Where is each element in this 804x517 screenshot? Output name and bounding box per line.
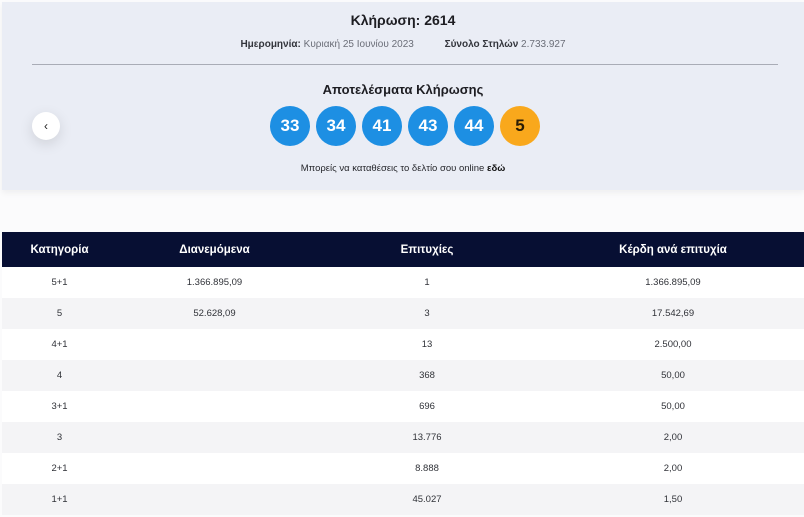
- prize-table: Κατηγορία Διανεμόμενα Επιτυχίες Κέρδη αν…: [2, 232, 804, 515]
- table-row: 5 52.628,09 3 17.542,69: [2, 298, 804, 329]
- table-header: Κατηγορία Διανεμόμενα Επιτυχίες Κέρδη αν…: [2, 232, 804, 267]
- online-note-text: Μπορείς να καταθέσεις το δελτίο σου onli…: [300, 163, 485, 174]
- draw-panel: Κλήρωση: 2614 Ημερομηνία: Κυριακή 25 Ιου…: [2, 2, 804, 190]
- number-ball: 41: [362, 106, 402, 146]
- cell-winners: 368: [419, 370, 435, 381]
- table-body: 5+1 1.366.895,09 1 1.366.895,09 5 52.628…: [2, 267, 804, 515]
- cell-prize: 17.542,69: [651, 308, 695, 319]
- draw-columns: Σύνολο Στηλών 2.733.927: [445, 39, 566, 50]
- cell-winners: 1: [424, 277, 430, 288]
- cell-category: 5+1: [51, 277, 68, 288]
- cell-category: 3: [56, 432, 63, 443]
- results-title: Αποτελέσματα Κλήρωσης: [322, 82, 484, 97]
- number-ball: 34: [316, 106, 356, 146]
- cell-category: 2+1: [51, 463, 68, 474]
- table-row: 3+1 696 50,00: [2, 391, 804, 422]
- draw-columns-label: Σύνολο Στηλών: [444, 39, 519, 50]
- cell-category: 5: [56, 308, 63, 319]
- cell-category: 1+1: [51, 494, 68, 505]
- cell-prize: 50,00: [661, 401, 685, 412]
- header-distributed: Διανεμόμενα: [179, 243, 250, 256]
- table-row: 5+1 1.366.895,09 1 1.366.895,09: [2, 267, 804, 298]
- online-note: Μπορείς να καταθέσεις το δελτίο σου onli…: [2, 163, 804, 174]
- chevron-left-icon: ‹: [44, 119, 48, 133]
- winning-numbers: 33 34 41 43 44 5: [270, 106, 540, 146]
- number-ball: 44: [454, 106, 494, 146]
- number-ball: 43: [408, 106, 448, 146]
- draw-date: Ημερομηνία: Κυριακή 25 Ιουνίου 2023: [240, 39, 413, 50]
- cell-prize: 2,00: [663, 463, 683, 474]
- cell-winners: 13: [421, 339, 433, 350]
- table-row: 4 368 50,00: [2, 360, 804, 391]
- cell-prize: 1.366.895,09: [645, 277, 701, 288]
- draw-date-value: Κυριακή 25 Ιουνίου 2023: [303, 39, 414, 50]
- draw-date-label: Ημερομηνία:: [240, 39, 301, 50]
- number-ball: 33: [270, 106, 310, 146]
- cell-prize: 2.500,00: [654, 339, 692, 350]
- cell-prize: 1,50: [663, 494, 683, 505]
- table-row: 4+1 13 2.500,00: [2, 329, 804, 360]
- table-row: 3 13.776 2,00: [2, 422, 804, 453]
- table-row: 1+1 45.027 1,50: [2, 484, 804, 515]
- cell-winners: 3: [424, 308, 430, 319]
- draw-title: Κλήρωση: 2614: [350, 12, 456, 28]
- cell-winners: 13.776: [412, 432, 442, 443]
- table-row: 2+1 8.888 2,00: [2, 453, 804, 484]
- cell-distributed: 1.366.895,09: [186, 277, 243, 288]
- cell-category: 4: [56, 370, 63, 381]
- cell-category: 3+1: [51, 401, 68, 412]
- cell-prize: 2,00: [663, 432, 683, 443]
- header-winners: Επιτυχίες: [400, 243, 454, 256]
- cell-winners: 45.027: [412, 494, 442, 505]
- joker-ball: 5: [500, 106, 540, 146]
- online-link[interactable]: εδώ: [486, 163, 506, 174]
- draw-meta: Ημερομηνία: Κυριακή 25 Ιουνίου 2023 Σύνο…: [2, 39, 804, 50]
- cell-winners: 8.888: [415, 463, 439, 474]
- cell-distributed: 52.628,09: [193, 308, 236, 319]
- cell-prize: 50,00: [661, 370, 685, 381]
- draw-columns-value: 2.733.927: [521, 39, 566, 50]
- previous-draw-button[interactable]: ‹: [32, 112, 60, 140]
- divider: [32, 64, 778, 65]
- cell-winners: 696: [419, 401, 435, 412]
- cell-category: 4+1: [51, 339, 68, 350]
- header-category: Κατηγορία: [30, 243, 89, 256]
- header-prize: Κέρδη ανά επιτυχία: [619, 243, 727, 256]
